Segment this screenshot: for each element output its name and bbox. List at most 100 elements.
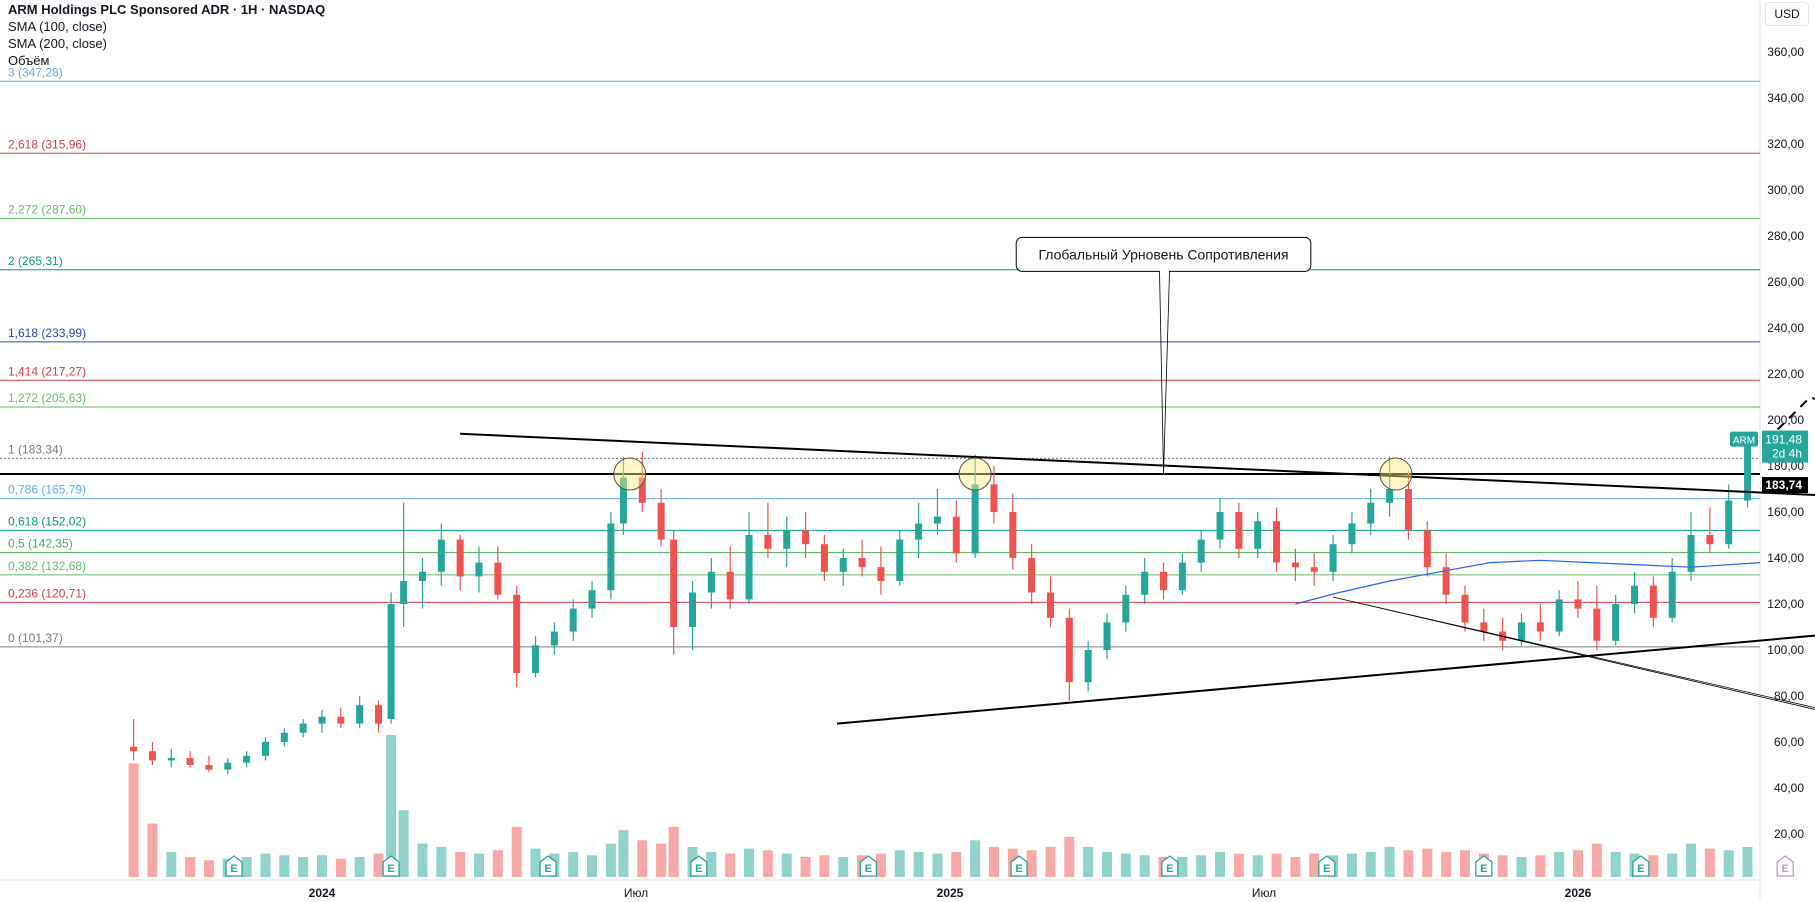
candle-body [1273,521,1281,563]
earnings-label: E [1782,863,1789,875]
volume-bar [668,826,679,877]
volume-bar [203,860,214,877]
candle-body [1216,512,1224,540]
indicator-volume[interactable]: Объём [8,53,50,68]
candlesticks[interactable] [130,431,1752,775]
upper-triangle-line[interactable] [460,432,1815,515]
candle-body [1555,599,1563,632]
volume-bar [568,851,579,877]
fib-level-label: 1,272 (205,63) [8,391,86,405]
earnings-icon[interactable] [539,855,557,877]
price-tick-label: 260,00 [1767,275,1804,289]
currency-button[interactable]: USD [1765,2,1809,26]
volume-bar [838,856,849,877]
candle-body [707,571,715,593]
candle-body [550,631,558,646]
time-tick-label: Июл [1252,886,1276,900]
candle-body [971,484,979,554]
earnings-icon[interactable] [1318,855,1336,877]
candle-body [619,477,627,524]
symmetric-triangle-callout[interactable]: Симметричный Треугольник [1332,596,1815,775]
price-tick-label: 20,00 [1774,827,1804,841]
candle-body [1536,622,1544,632]
fib-level-label: 0 (101,37) [8,631,63,645]
fib-level-label: 2,618 (315,96) [8,137,86,151]
price-tick-label: 300,00 [1767,183,1804,197]
volume-bar [1215,851,1226,877]
volume-bar [455,851,466,877]
earnings-icon[interactable] [1632,855,1650,877]
candle-body [1461,594,1469,623]
volume-bar [1139,855,1150,877]
price-tick-label: 160,00 [1767,505,1804,519]
volume-bar [1309,853,1320,877]
candle-body [1593,608,1601,641]
indicator-sma-200[interactable]: SMA (200, close) [8,36,107,51]
volume-bar [241,856,252,877]
volume-bar [656,843,667,877]
volume-bar [605,843,616,877]
earnings-icon[interactable] [1161,855,1179,877]
resistance-touch-marker[interactable] [613,457,647,491]
volume-bar [474,853,484,877]
price-tick-label: 360,00 [1767,45,1804,59]
candle-body [839,558,847,572]
price-axis[interactable]: 20,00 40,00 60,00 80,00 100,00 120,00 140,00 16… [1767,45,1804,841]
candle-body [689,592,697,627]
candle-body [1141,571,1149,595]
resistance-price-tag[interactable]: 183,74 [1762,477,1808,494]
candle-body [1197,539,1205,563]
resistance-touch-marker[interactable] [958,457,992,491]
fibonacci-extension[interactable]: 3 (347,28) 2,618 (315,96) 2,272 (287,60) 2 … [0,65,1760,648]
time-tick-label: 2024 [309,886,336,900]
candle-body [1404,489,1412,531]
volume-bar [373,853,384,877]
candle-body [1348,523,1356,545]
volume-bar [335,858,346,877]
earnings-label: E [230,863,237,875]
candle-body [475,562,483,577]
resistance-tag-value: 183,74 [1765,478,1802,492]
candle-body [1687,535,1695,572]
earnings-label: E [1323,863,1330,875]
candle-body [588,590,596,609]
candle-body [1631,585,1639,604]
candle-body [1517,622,1525,641]
earnings-icon[interactable] [1475,855,1493,877]
time-tick-label: Июл [624,886,648,900]
volume-bar [875,853,886,877]
candle-body [1649,585,1657,618]
candle-body [1574,599,1582,609]
lower-triangle-line[interactable] [836,593,1815,725]
time-axis[interactable]: 2024Июл2025Июл2026Июл2027Июл2028Июл [309,886,1815,900]
earnings-icon[interactable] [1010,855,1028,877]
earnings-icon[interactable] [1776,855,1794,877]
candle-body [726,571,734,600]
volume-bar [1422,848,1433,877]
resistance-touch-marker[interactable] [1379,457,1413,491]
volume-bar [511,826,522,877]
volume-bar [1233,853,1244,877]
volume-bar [1516,856,1527,877]
price-tick-label: 80,00 [1774,689,1804,703]
candle-body [896,539,904,581]
earnings-icon[interactable] [225,855,243,877]
candle-body [915,523,923,540]
candle-body [1744,439,1752,501]
candle-body [990,484,998,512]
volume-bar [317,855,327,877]
indicator-sma-100[interactable]: SMA (100, close) [8,19,107,34]
earnings-icon[interactable] [690,855,708,877]
earnings-icon[interactable] [859,855,878,877]
candle-body [569,608,577,632]
earnings-icon[interactable] [382,855,400,877]
candle-body [1480,622,1488,632]
volume-bar [1102,851,1112,877]
volume-bar [725,853,736,877]
volume-bar [1723,850,1734,877]
global-resistance-callout[interactable]: Глобальный Урновень Сопротивления [1015,236,1312,475]
volume-bar [1742,846,1753,877]
